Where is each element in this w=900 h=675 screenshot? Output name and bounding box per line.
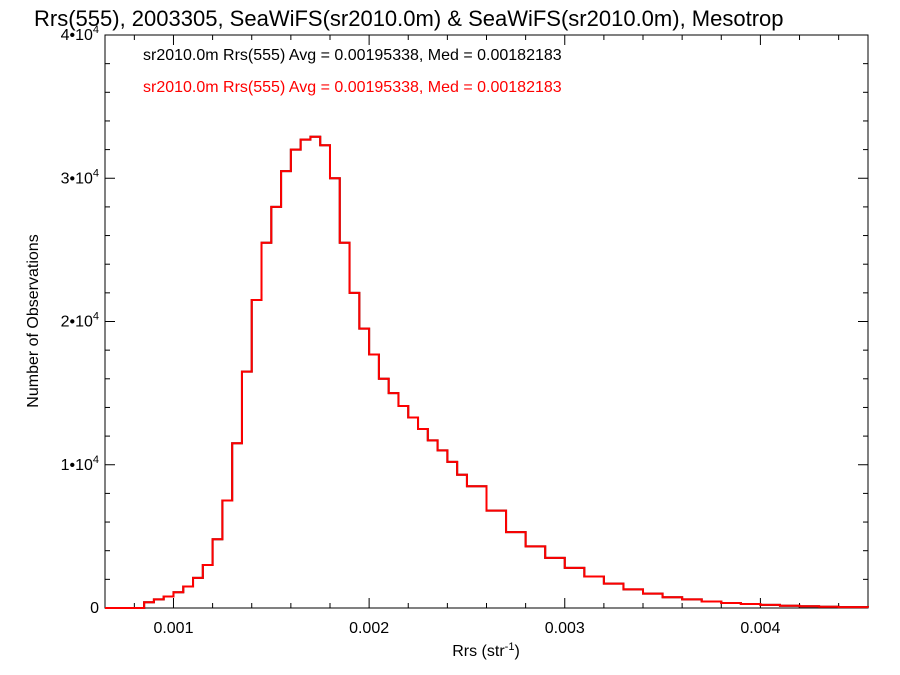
annotation-black: sr2010.0m Rrs(555) Avg = 0.00195338, Med…: [143, 47, 562, 64]
x-axis-label-text: Rrs (str: [452, 643, 505, 660]
y-axis: 0 1•104 2•104 3•104 4•104: [61, 24, 868, 617]
x-tick-label: 0.003: [545, 620, 585, 637]
x-tick-label: 0.002: [349, 620, 389, 637]
annotation-red: sr2010.0m Rrs(555) Avg = 0.00195338, Med…: [143, 79, 562, 96]
y-axis-label: Number of Observations: [25, 234, 42, 407]
x-axis-label-exponent: -1: [505, 641, 515, 653]
plot-area: [104, 34, 869, 609]
y-tick-label: 3•104: [61, 167, 99, 187]
x-axis-label-close: ): [514, 643, 519, 660]
series-line-red: [105, 135, 869, 609]
series-layer: [105, 135, 869, 609]
plot-frame: [104, 34, 869, 609]
y-tick-label: 2•104: [61, 311, 99, 331]
y-tick-label: 0: [90, 600, 99, 617]
y-tick-label: 1•104: [61, 454, 99, 474]
x-axis-label: Rrs (str-1): [452, 641, 520, 660]
x-axis: 0.001 0.002 0.003 0.004: [133, 35, 840, 637]
x-tick-label: 0.001: [153, 620, 193, 637]
chart-title: Rrs(555), 2003305, SeaWiFS(sr2010.0m) & …: [34, 6, 784, 31]
series-line-black: [105, 135, 869, 609]
x-tick-label: 0.004: [740, 620, 780, 637]
y-tick-label: 4•104: [61, 24, 99, 44]
